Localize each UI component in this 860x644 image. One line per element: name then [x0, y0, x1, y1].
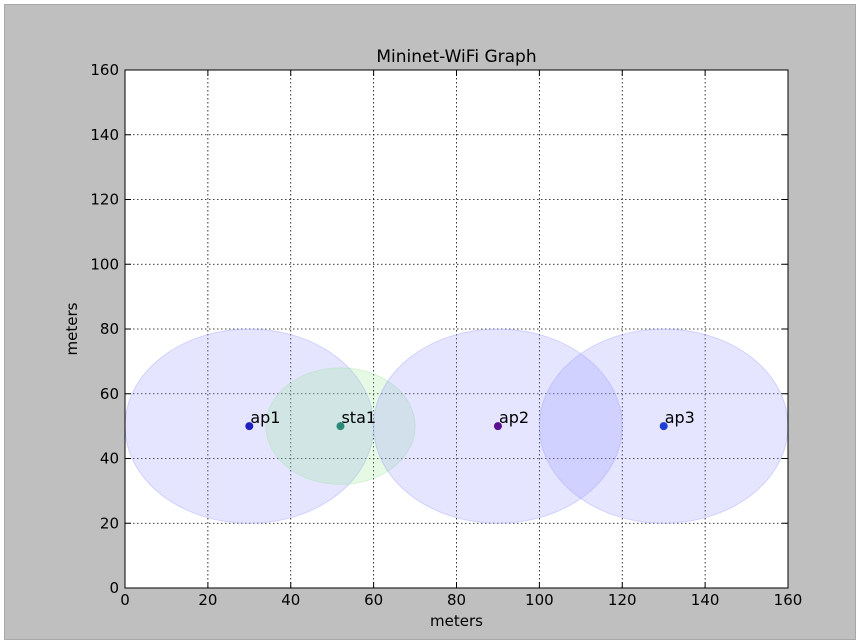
y-axis-label: meters: [63, 302, 81, 355]
y-tick-label: 20: [100, 514, 119, 532]
y-tick-label: 160: [90, 61, 119, 79]
x-tick-label: 100: [525, 591, 554, 609]
x-tick-label: 160: [774, 591, 803, 609]
x-tick-label: 80: [447, 591, 466, 609]
node-ap2: [493, 422, 502, 431]
x-axis-label: meters: [430, 612, 483, 630]
y-tick-label: 100: [90, 255, 119, 273]
y-tick-label: 0: [109, 579, 119, 597]
node-ap1: [245, 422, 254, 431]
y-tick-label: 80: [100, 320, 119, 338]
y-tick-label: 40: [100, 450, 119, 468]
x-tick-label: 40: [281, 591, 300, 609]
node-label-ap3: ap3: [665, 408, 695, 427]
x-tick-label: 60: [364, 591, 383, 609]
node-labels: ap1 sta1 ap2 ap3: [250, 408, 695, 427]
y-tick-label: 140: [90, 126, 119, 144]
y-tick-label: 60: [100, 385, 119, 403]
chart-title: Mininet-WiFi Graph: [376, 47, 536, 67]
x-tick-label: 140: [691, 591, 720, 609]
node-label-ap1: ap1: [250, 408, 280, 427]
x-tick-label: 20: [198, 591, 217, 609]
y-tick-label: 120: [90, 191, 119, 209]
node-sta1: [336, 422, 345, 431]
x-tick-label: 120: [608, 591, 637, 609]
ticks: 0 20 40 60 80 100 120 140 160 0 20 40 60 80 100 120 140 1…: [90, 61, 802, 609]
node-points: [245, 422, 668, 431]
node-ap3: [659, 422, 668, 431]
node-label-sta1: sta1: [341, 408, 376, 427]
node-label-ap2: ap2: [499, 408, 529, 427]
x-tick-label: 0: [120, 591, 130, 609]
